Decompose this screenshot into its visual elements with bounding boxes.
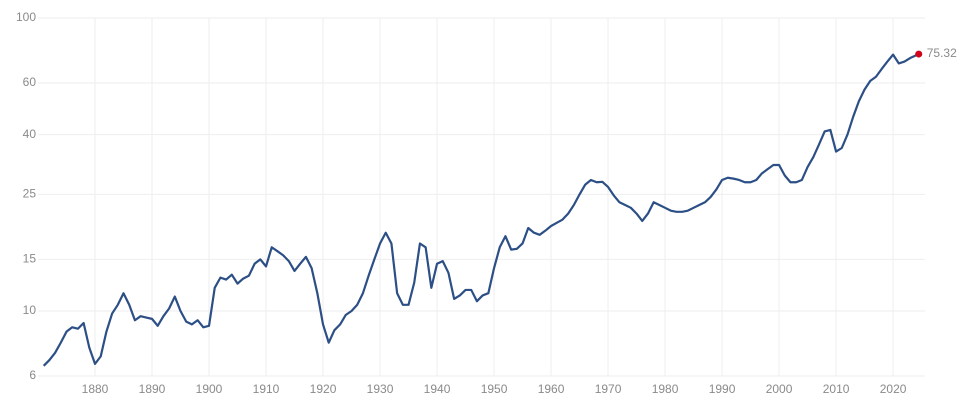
y-tick-label: 100: [16, 10, 36, 24]
end-value-label: 75.32: [927, 46, 957, 60]
y-tick-label: 6: [29, 368, 36, 382]
x-tick-label: 1910: [253, 382, 280, 396]
x-tick-label: 1990: [709, 382, 736, 396]
y-tick-label: 40: [23, 127, 37, 141]
x-tick-label: 1980: [652, 382, 679, 396]
x-tick-label: 1950: [481, 382, 508, 396]
x-tick-label: 1970: [595, 382, 622, 396]
x-tick-label: 1930: [367, 382, 394, 396]
x-tick-label: 2010: [823, 382, 850, 396]
y-tick-label: 15: [23, 252, 37, 266]
line: [42, 53, 920, 367]
y-tick-label: 10: [23, 303, 37, 317]
x-tick-label: 2000: [766, 382, 793, 396]
x-tick-label: 1880: [82, 382, 109, 396]
x-tick-label: 1960: [538, 382, 565, 396]
y-tick-label: 25: [23, 187, 37, 201]
x-tick-label: 1900: [196, 382, 223, 396]
y-tick-label: 60: [23, 75, 37, 89]
end-marker: [915, 50, 923, 58]
x-tick-label: 1940: [424, 382, 451, 396]
x-tick-label: 2020: [880, 382, 907, 396]
x-tick-label: 1890: [139, 382, 166, 396]
x-tick-label: 1920: [310, 382, 337, 396]
